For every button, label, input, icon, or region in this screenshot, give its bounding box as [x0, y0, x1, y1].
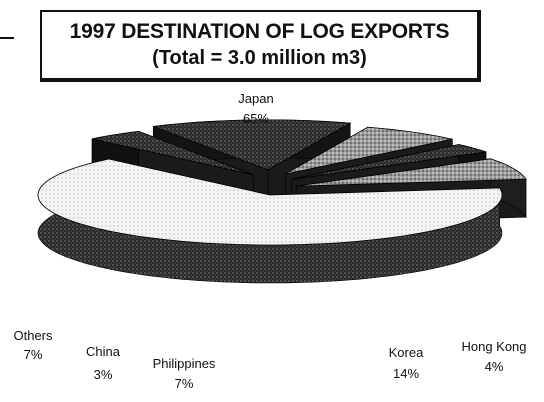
- slice-top-korea: [153, 119, 352, 171]
- slice-top-others: [296, 158, 527, 187]
- label-others: Others: [13, 328, 53, 343]
- value-others: 7%: [24, 347, 43, 362]
- value-china: 3%: [94, 367, 113, 382]
- label-japan: Japan: [238, 91, 273, 106]
- label-layer: Japan 65% Hong Kong 4% Korea 14% Philippines 7%…: [13, 91, 526, 391]
- slice-top-japan: [37, 158, 503, 246]
- value-philippines: 7%: [175, 376, 194, 391]
- slice-japan: [37, 158, 503, 284]
- value-japan: 65%: [243, 111, 269, 126]
- chart-subtitle: (Total = 3.0 million m3): [152, 47, 367, 69]
- pie-layer: [37, 119, 527, 284]
- corner-mark: [0, 37, 14, 39]
- label-china: China: [86, 344, 121, 359]
- slice-top-china: [291, 144, 487, 180]
- slice-top-philippines: [285, 126, 453, 175]
- label-korea: Korea: [389, 345, 424, 360]
- label-philippines: Philippines: [153, 356, 216, 371]
- slice-top-hong-kong: [92, 130, 254, 176]
- chart-title: 1997 DESTINATION OF LOG EXPORTS: [69, 20, 450, 43]
- value-korea: 14%: [393, 366, 419, 381]
- value-hong-kong: 4%: [485, 359, 504, 374]
- chart-title-box: 1997 DESTINATION OF LOG EXPORTS (Total =…: [40, 10, 481, 82]
- label-hong-kong: Hong Kong: [461, 339, 526, 354]
